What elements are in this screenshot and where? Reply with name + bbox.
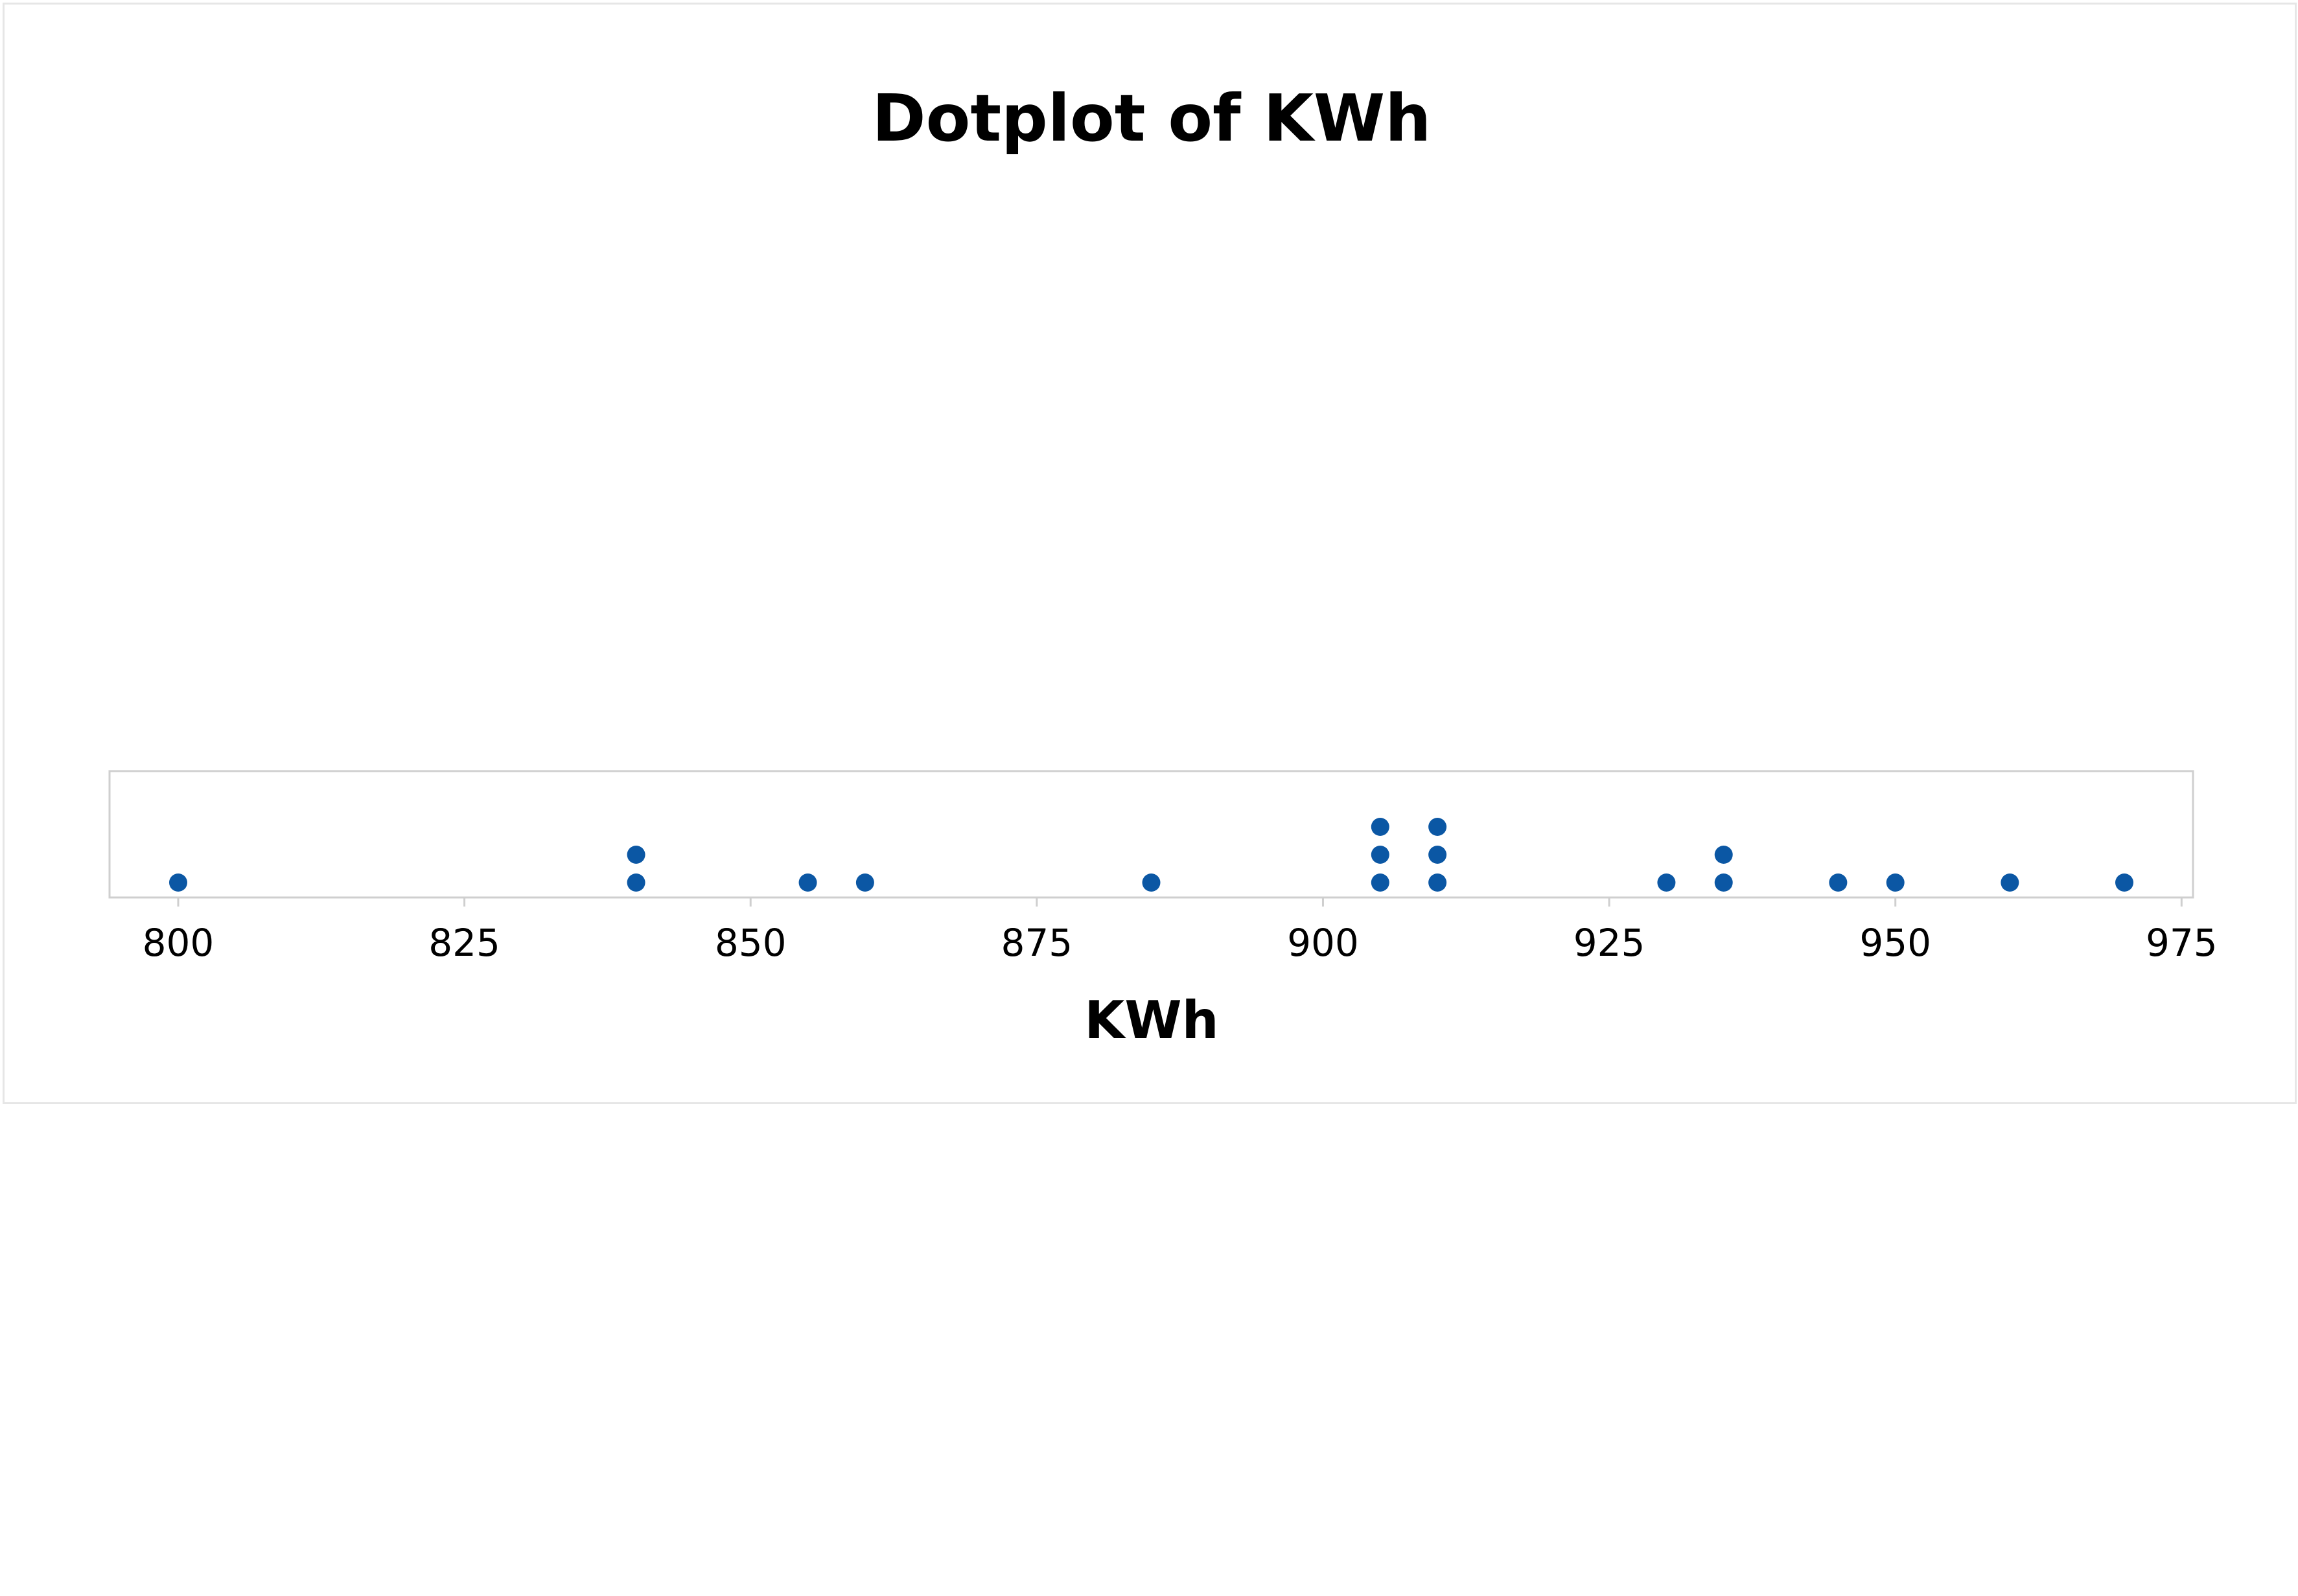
data-dot: [1886, 873, 1905, 892]
x-tick-label: 975: [2146, 921, 2218, 965]
data-dot: [1371, 818, 1389, 836]
data-dot: [1428, 818, 1447, 836]
data-dot: [1428, 846, 1447, 864]
dotplot-chart: Dotplot of KWh 800 825 850 875 900 925 950 975 …: [108, 80, 2218, 1050]
plot-area-frame: [108, 770, 2194, 899]
data-dot: [1714, 846, 1733, 864]
data-dot: [1428, 873, 1447, 892]
data-dot: [1829, 873, 1848, 892]
data-dots: [168, 818, 2134, 892]
chart-figure: Dotplot of KWh 800 825 850 875 900 925 950 975 …: [3, 3, 2297, 1104]
data-dot: [2001, 873, 2019, 892]
data-dot: [1714, 873, 1733, 892]
data-dot: [855, 873, 874, 892]
x-tick-label: 875: [1001, 921, 1073, 965]
data-dot: [1142, 873, 1161, 892]
data-dot: [1371, 846, 1389, 864]
x-tick-label: 925: [1573, 921, 1645, 965]
data-dot: [798, 873, 817, 892]
data-dot: [1371, 873, 1389, 892]
data-dot: [168, 873, 187, 892]
data-dot: [627, 873, 645, 892]
data-dot: [2115, 873, 2134, 892]
x-tick-label: 950: [1859, 921, 1931, 965]
data-dot: [627, 846, 645, 864]
x-axis-ticks: 800 825 850 875 900 925 950 975: [143, 897, 2218, 965]
x-tick-label: 850: [715, 921, 787, 965]
x-axis-label: KWh: [1084, 990, 1218, 1050]
data-dot: [1657, 873, 1676, 892]
x-tick-label: 800: [143, 921, 215, 965]
x-tick-label: 825: [428, 921, 500, 965]
x-tick-label: 900: [1287, 921, 1359, 965]
chart-title: Dotplot of KWh: [872, 80, 1432, 156]
